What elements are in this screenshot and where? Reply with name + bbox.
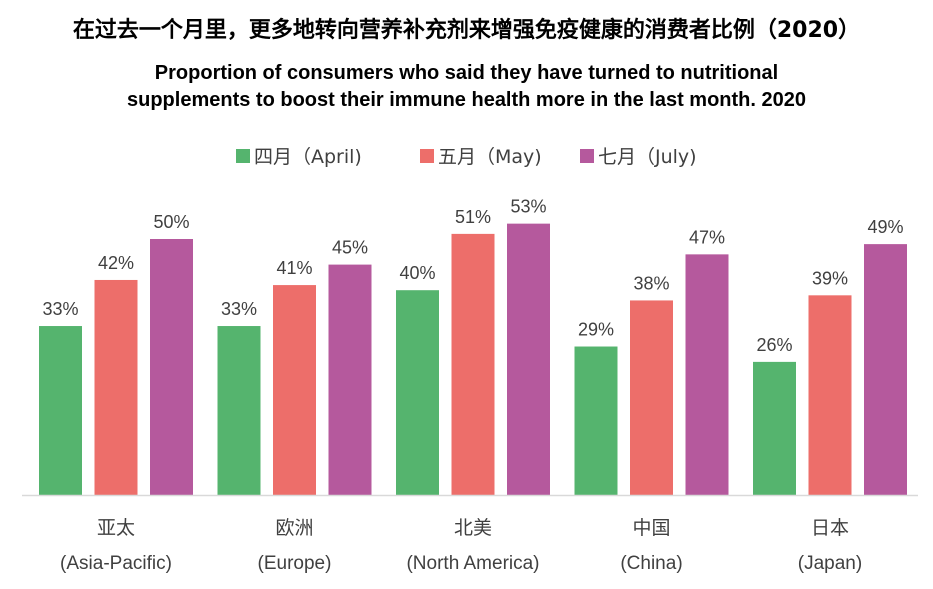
bar-0-1 [217,326,261,495]
value-label-0-2: 40% [399,263,435,283]
legend-label-0: 四月（April) [254,146,362,168]
bar-2-3 [685,254,729,495]
bar-0-0 [39,326,82,495]
category-label-cn-4: 日本 [811,517,849,539]
bar-0-4 [753,361,796,495]
category-label-en-1: (Europe) [258,553,332,574]
value-label-2-2: 53% [510,197,546,217]
chart-value-labels: 33% 42% 50% 33% 41% 45% 40% 51% 53% 29% 38% 47% 26% 3… [42,197,903,355]
value-label-1-2: 51% [455,207,491,227]
value-label-1-1: 41% [276,258,312,278]
category-label-cn-0: 亚太 [97,517,135,539]
category-label-en-3: (China) [620,553,682,574]
legend-label-2: 七月（July) [598,146,697,168]
bar-1-2 [451,233,495,495]
category-label-en-0: (Asia-Pacific) [60,553,172,574]
category-label-cn-1: 欧洲 [275,517,313,539]
category-label-en-2: (North America) [406,553,539,574]
legend-swatch-2 [580,149,594,163]
chart-title-english: Proportion of consumers who said they ha… [0,60,933,114]
value-label-2-1: 45% [332,238,368,258]
bar-1-3 [630,300,673,495]
value-label-1-4: 39% [812,268,848,288]
legend-label-1: 五月（May) [438,146,542,168]
value-label-2-0: 50% [153,212,189,232]
category-label-cn-2: 北美 [454,517,492,539]
bar-2-4 [864,244,907,495]
value-label-2-4: 49% [867,217,903,237]
bar-1-4 [808,295,852,495]
value-label-0-0: 33% [42,299,78,319]
bar-1-1 [273,285,316,495]
category-label-en-4: (Japan) [798,553,862,574]
chart-category-labels: 亚太 (Asia-Pacific) 欧洲 (Europe) 北美 (North Ameri… [60,517,862,574]
value-label-0-4: 26% [756,335,792,355]
chart-legend: 四月（April) 五月（May) 七月（July) [236,146,697,168]
legend-swatch-1 [420,149,434,163]
bar-2-0 [150,239,193,495]
chart-bars [39,223,907,495]
chart-title-english-line2: supplements to boost their immune health… [127,89,806,111]
bar-1-0 [94,279,138,495]
category-label-cn-3: 中国 [632,517,670,539]
value-label-0-1: 33% [221,299,257,319]
value-label-1-0: 42% [98,253,134,273]
bar-0-3 [574,346,618,495]
chart-title-chinese: 在过去一个月里，更多地转向营养补充剂来增强免疫健康的消费者比例（2020） [72,18,861,43]
chart-title-english-line1: Proportion of consumers who said they ha… [154,62,779,84]
bar-2-2 [507,223,550,495]
bar-0-2 [396,290,439,495]
legend-swatch-0 [236,149,250,163]
value-label-2-3: 47% [689,227,725,247]
value-label-0-3: 29% [578,320,614,340]
bar-2-1 [328,264,372,495]
value-label-1-3: 38% [633,273,669,293]
